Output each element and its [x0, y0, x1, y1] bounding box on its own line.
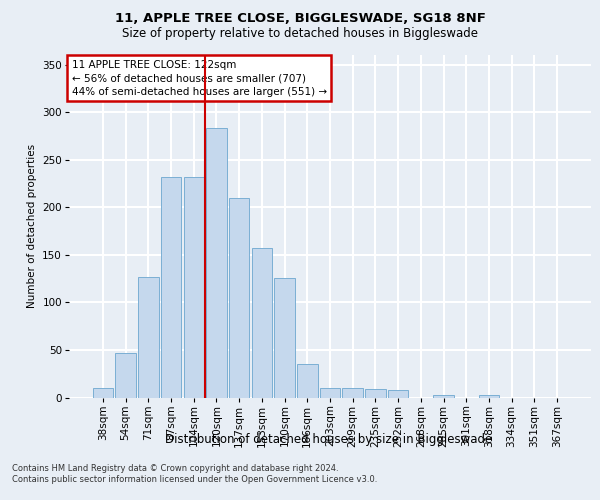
Text: 11, APPLE TREE CLOSE, BIGGLESWADE, SG18 8NF: 11, APPLE TREE CLOSE, BIGGLESWADE, SG18 … [115, 12, 485, 26]
Bar [274, 278, 295, 398]
Text: Distribution of detached houses by size in Biggleswade: Distribution of detached houses by size … [165, 432, 493, 446]
Bar [161, 177, 181, 398]
Text: Size of property relative to detached houses in Biggleswade: Size of property relative to detached ho… [122, 28, 478, 40]
Text: Contains HM Land Registry data © Crown copyright and database right 2024.: Contains HM Land Registry data © Crown c… [12, 464, 338, 473]
Bar [433, 394, 454, 398]
Bar [184, 177, 204, 398]
Bar [297, 364, 317, 398]
Bar [115, 353, 136, 398]
Bar [229, 198, 250, 398]
Bar [251, 248, 272, 398]
Text: 11 APPLE TREE CLOSE: 122sqm
← 56% of detached houses are smaller (707)
44% of se: 11 APPLE TREE CLOSE: 122sqm ← 56% of det… [71, 60, 327, 96]
Text: Contains public sector information licensed under the Open Government Licence v3: Contains public sector information licen… [12, 475, 377, 484]
Y-axis label: Number of detached properties: Number of detached properties [27, 144, 37, 308]
Bar [206, 128, 227, 398]
Bar [365, 389, 386, 398]
Bar [388, 390, 409, 398]
Bar [320, 388, 340, 398]
Bar [479, 394, 499, 398]
Bar [93, 388, 113, 398]
Bar [138, 276, 158, 398]
Bar [343, 388, 363, 398]
